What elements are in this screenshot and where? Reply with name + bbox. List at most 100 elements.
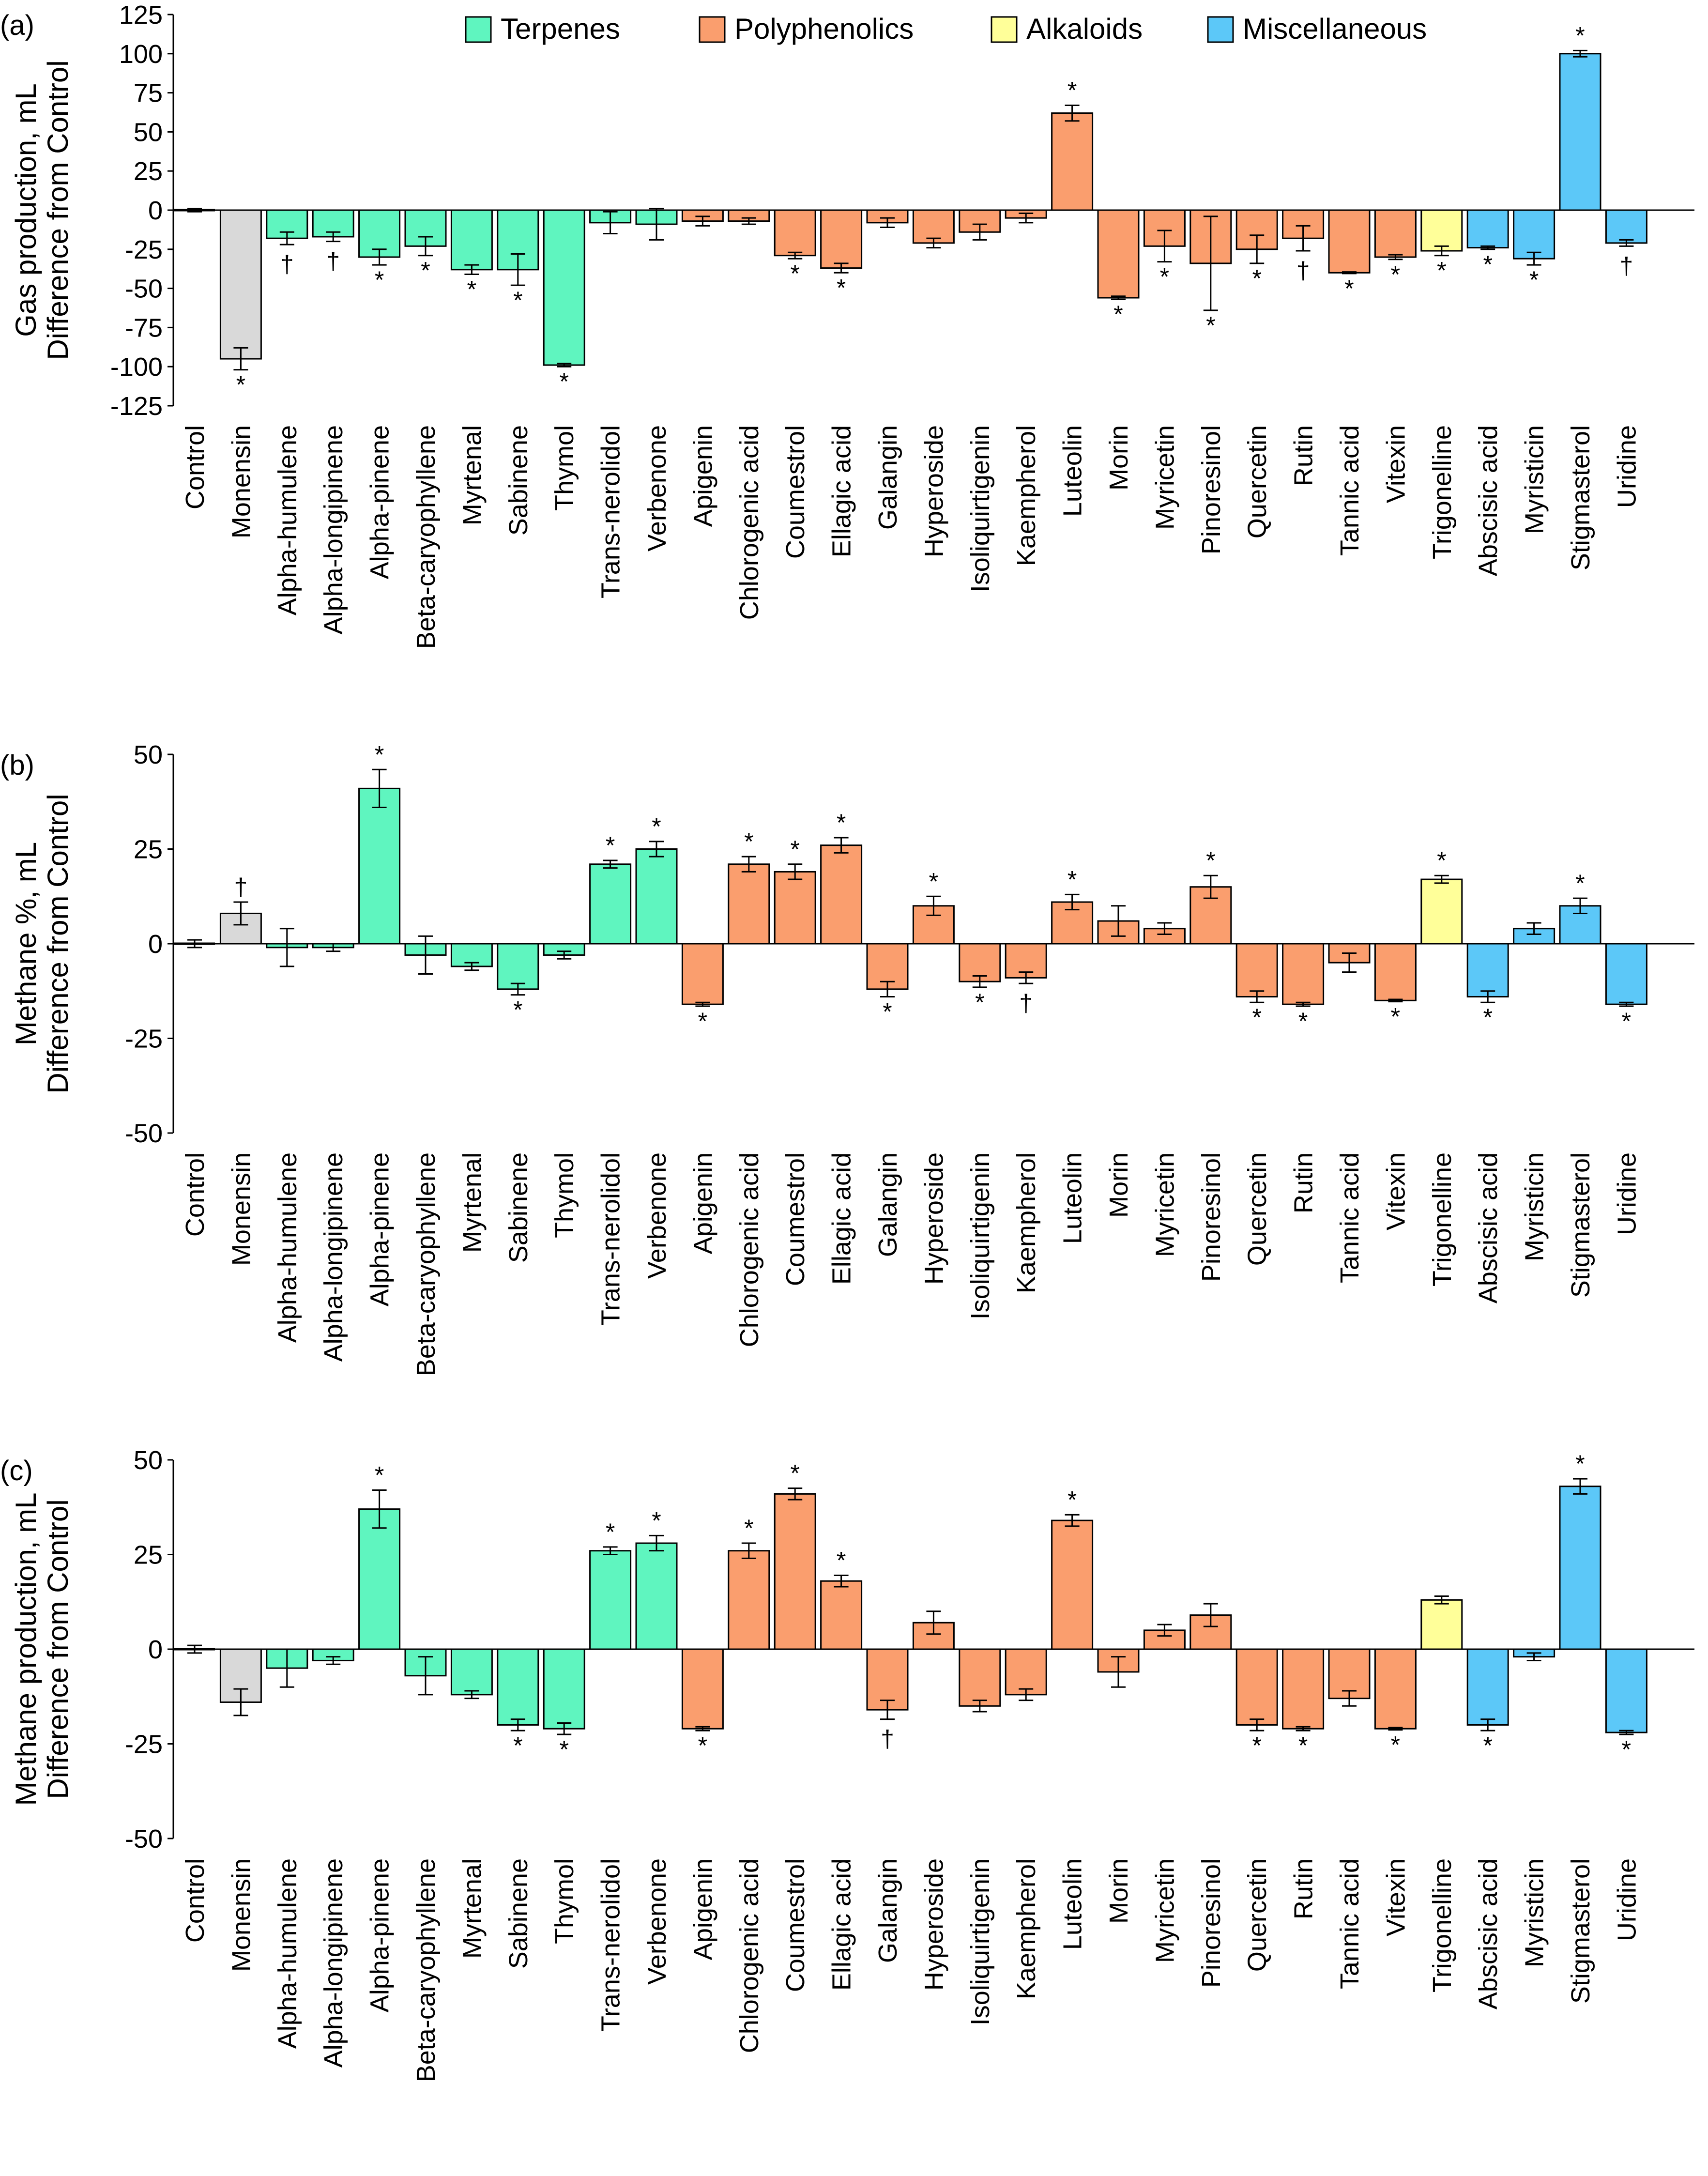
- error-bar: [233, 901, 248, 926]
- category-label: Pinoresinol: [1197, 1152, 1226, 1282]
- category-label: Stigmasterol: [1566, 1152, 1595, 1298]
- category-label: Trigonelline: [1428, 1152, 1457, 1287]
- bar: [1374, 209, 1417, 258]
- error-bar: [603, 211, 618, 234]
- y-tick-label: 0: [148, 196, 163, 225]
- bar: [1374, 1648, 1417, 1730]
- legend-label: Terpenes: [501, 13, 620, 45]
- error-bar: [557, 1722, 572, 1735]
- error-bar: [741, 1542, 756, 1559]
- y-axis-label: Difference from Control: [42, 60, 74, 360]
- error-bar: [603, 859, 618, 869]
- category-label: Galangin: [873, 1858, 902, 1963]
- category-label: Thymol: [550, 1858, 579, 1944]
- error-bar: [1619, 239, 1634, 247]
- error-bar: [510, 982, 525, 996]
- category-label: Alpha-pinene: [366, 425, 395, 579]
- error-bar: [372, 1489, 387, 1529]
- bar: [1559, 1486, 1601, 1650]
- panel-label: (c): [0, 1455, 33, 1486]
- error-bar: [1388, 254, 1403, 261]
- error-bar: [788, 251, 803, 260]
- error-bar: [326, 231, 341, 243]
- category-label: Morin: [1104, 425, 1133, 490]
- significance-marker: *: [698, 1008, 707, 1035]
- legend-swatch: [1207, 16, 1234, 43]
- error-bar: [1619, 1001, 1634, 1007]
- panel-b: (b) Methane %, mL Difference from Control 5…: [0, 740, 1694, 1376]
- error-bar: [464, 962, 479, 971]
- significance-marker: †: [326, 248, 340, 275]
- panel-c: (c) Methane production, mL Difference from…: [0, 1446, 1694, 2082]
- error-bar: [1296, 1001, 1311, 1007]
- category-label: Myristicin: [1520, 1152, 1549, 1261]
- y-tick-label: -25: [125, 1025, 163, 1054]
- category-label: Kaempherol: [1012, 1858, 1041, 1999]
- bar: [774, 209, 816, 257]
- legend-item-terp: Terpenes: [465, 13, 620, 45]
- error-bar: [834, 262, 849, 274]
- panel-label: (b): [0, 750, 34, 781]
- y-axis-label: Difference from Control: [42, 1499, 74, 1799]
- error-bar: [1526, 251, 1541, 266]
- error-bar: [279, 928, 294, 967]
- bar: [589, 863, 632, 945]
- category-label: Hyperoside: [919, 1152, 948, 1285]
- bar: [543, 209, 585, 366]
- category-label: Verbenone: [642, 425, 671, 552]
- category-label: Alpha-longipinene: [319, 1152, 348, 1362]
- y-tick-label: -50: [125, 1824, 163, 1854]
- category-label: Kaempherol: [1012, 1152, 1041, 1293]
- error-bar: [372, 248, 387, 266]
- category-label: Uridine: [1612, 1858, 1641, 1941]
- error-bar: [557, 363, 572, 368]
- error-bar: [741, 856, 756, 873]
- bar: [1282, 943, 1325, 1005]
- category-label: Sabinene: [504, 1858, 533, 1969]
- y-axis-label: Gas production, mL: [10, 83, 42, 337]
- category-label: Uridine: [1612, 1152, 1641, 1235]
- error-bar: [695, 215, 710, 227]
- category-label: Thymol: [550, 425, 579, 511]
- category-label: Stigmasterol: [1566, 425, 1595, 570]
- significance-marker: *: [1622, 1736, 1631, 1763]
- bar: [219, 209, 262, 360]
- error-bar: [649, 208, 664, 241]
- error-bar: [1019, 212, 1034, 224]
- significance-marker: *: [375, 266, 384, 293]
- error-bar: [926, 1610, 941, 1635]
- significance-marker: *: [1206, 312, 1215, 339]
- significance-marker: *: [1298, 1732, 1308, 1759]
- y-tick-label: 50: [134, 118, 163, 147]
- significance-marker: *: [513, 287, 522, 314]
- significance-marker: *: [837, 274, 846, 301]
- category-label: Trans-nerolidol: [596, 425, 625, 598]
- error-bar: [1342, 271, 1357, 275]
- significance-marker: *: [1113, 301, 1123, 328]
- bar: [358, 787, 401, 945]
- bar: [1051, 901, 1094, 945]
- category-label: Abscisic acid: [1474, 425, 1503, 576]
- category-label: Ellagic acid: [827, 1858, 856, 1991]
- bar: [497, 1648, 539, 1726]
- legend-swatch: [465, 16, 492, 43]
- bar: [681, 1648, 724, 1730]
- significance-marker: *: [790, 260, 799, 287]
- y-tick-label: 100: [119, 40, 163, 69]
- error-bar: [972, 1700, 987, 1713]
- error-bar: [1480, 1718, 1495, 1732]
- error-bar: [1019, 1688, 1034, 1701]
- significance-marker: *: [744, 1515, 753, 1542]
- panel-label: (a): [0, 10, 34, 41]
- error-bar: [1342, 1690, 1357, 1707]
- error-bar: [880, 217, 895, 229]
- category-label: Isoliquirtigenin: [966, 1152, 995, 1319]
- category-label: Rutin: [1289, 1152, 1318, 1213]
- legend-item-misc: Miscellaneous: [1207, 13, 1427, 45]
- category-label: Coumestrol: [781, 425, 810, 559]
- bar: [1513, 209, 1556, 260]
- error-bar: [1203, 1603, 1218, 1627]
- category-label: Control: [181, 1858, 210, 1943]
- category-label: Abscisic acid: [1474, 1858, 1503, 2009]
